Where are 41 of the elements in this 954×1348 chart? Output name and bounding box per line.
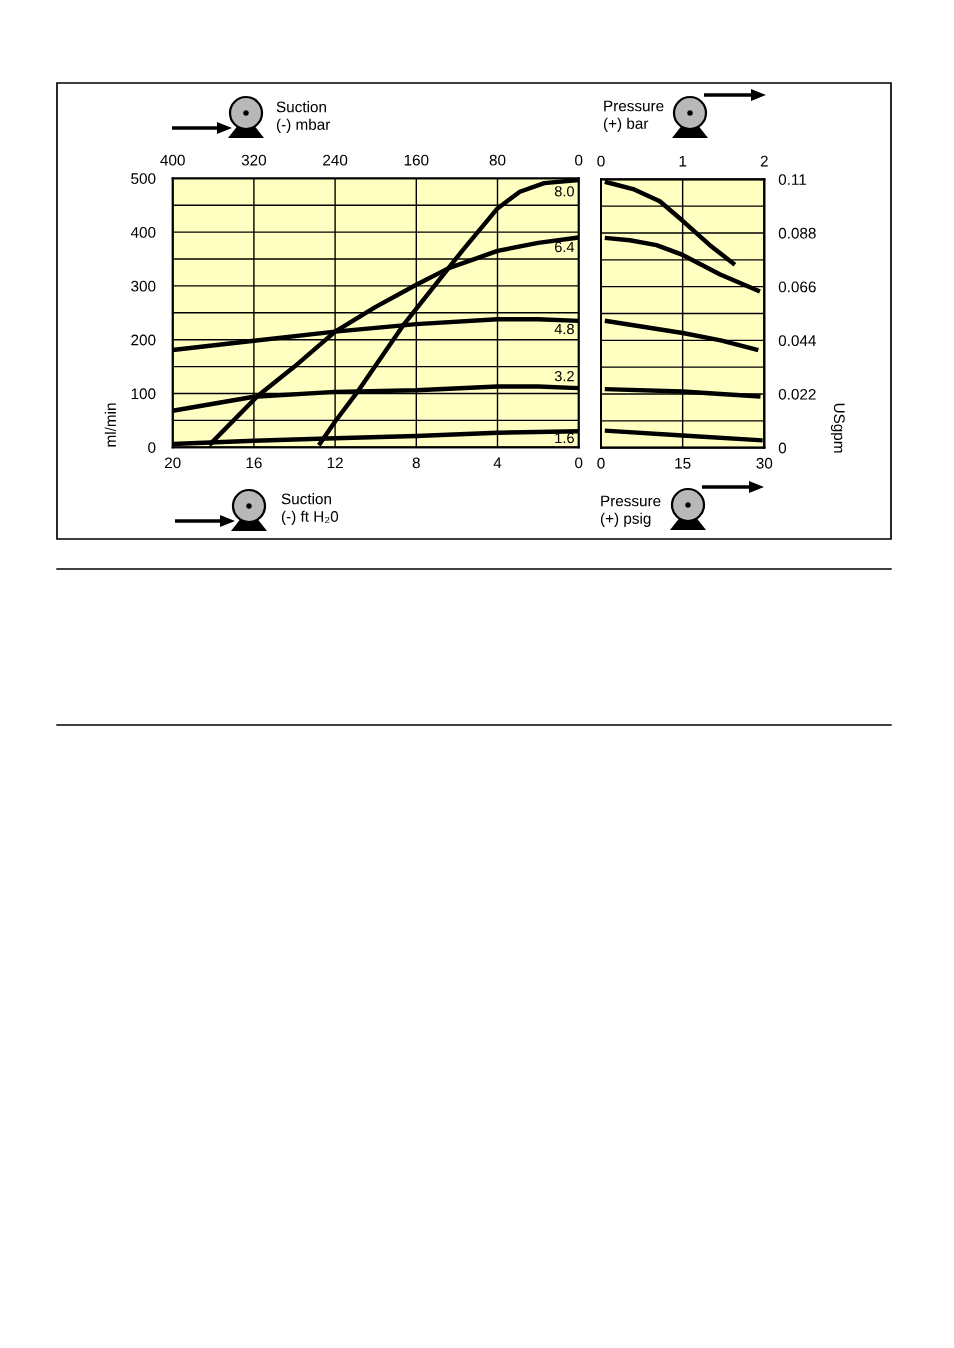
y-tick-label: 100 <box>131 388 156 400</box>
y2-tick-label: 0.044 <box>778 335 816 347</box>
y-tick-label: 300 <box>131 280 156 292</box>
x-tick-label: 30 <box>756 457 773 469</box>
x2-axis-title: Pressure (+) bar <box>603 100 664 132</box>
series-label: 1.6 <box>555 432 574 444</box>
x2-tick-label: 240 <box>323 154 348 166</box>
x-tick-label: 8 <box>412 457 420 469</box>
x2-tick-label: 0 <box>597 155 605 167</box>
y2-tick-label: 0 <box>778 442 787 454</box>
x2-tick-label: 2 <box>760 155 768 167</box>
x2-tick-label: 0 <box>575 154 583 166</box>
x-axis-title: Suction (-) ft H₂0 <box>281 493 339 525</box>
y2-tick-label: 0.088 <box>778 227 816 239</box>
x-tick-label: 4 <box>493 457 502 469</box>
x-tick-label: 12 <box>327 457 343 469</box>
series-label: 8.0 <box>554 186 574 197</box>
x2-tick-label: 1 <box>679 155 687 167</box>
x-tick-label: 16 <box>246 457 262 469</box>
y2-tick-label: 0.066 <box>778 281 816 293</box>
x2-tick-label: 320 <box>241 154 267 166</box>
x-tick-label: 0 <box>575 457 583 469</box>
series-label: 6.4 <box>555 241 575 253</box>
x-tick-label: 15 <box>675 457 691 469</box>
y2-axis-title: USgpm <box>830 403 845 453</box>
y-tick-label: 0 <box>148 442 156 453</box>
x2-axis-title: Suction (-) mbar <box>276 101 331 133</box>
series-label: 3.2 <box>554 370 574 382</box>
y-axis-title: ml/min <box>104 403 116 447</box>
y-tick-label: 400 <box>130 226 156 238</box>
series-label: 4.8 <box>554 323 574 335</box>
y-tick-label: 200 <box>131 334 156 346</box>
x-tick-label: 0 <box>597 457 605 469</box>
x2-tick-label: 160 <box>404 154 429 166</box>
x-axis-title: Pressure (+) psig <box>600 495 661 527</box>
y2-tick-label: 0.11 <box>778 174 807 185</box>
x2-tick-label: 80 <box>489 154 506 166</box>
y-tick-label: 500 <box>131 173 156 184</box>
x-tick-label: 20 <box>164 457 181 469</box>
x2-tick-label: 400 <box>160 154 185 166</box>
y2-tick-label: 0.022 <box>778 388 816 400</box>
